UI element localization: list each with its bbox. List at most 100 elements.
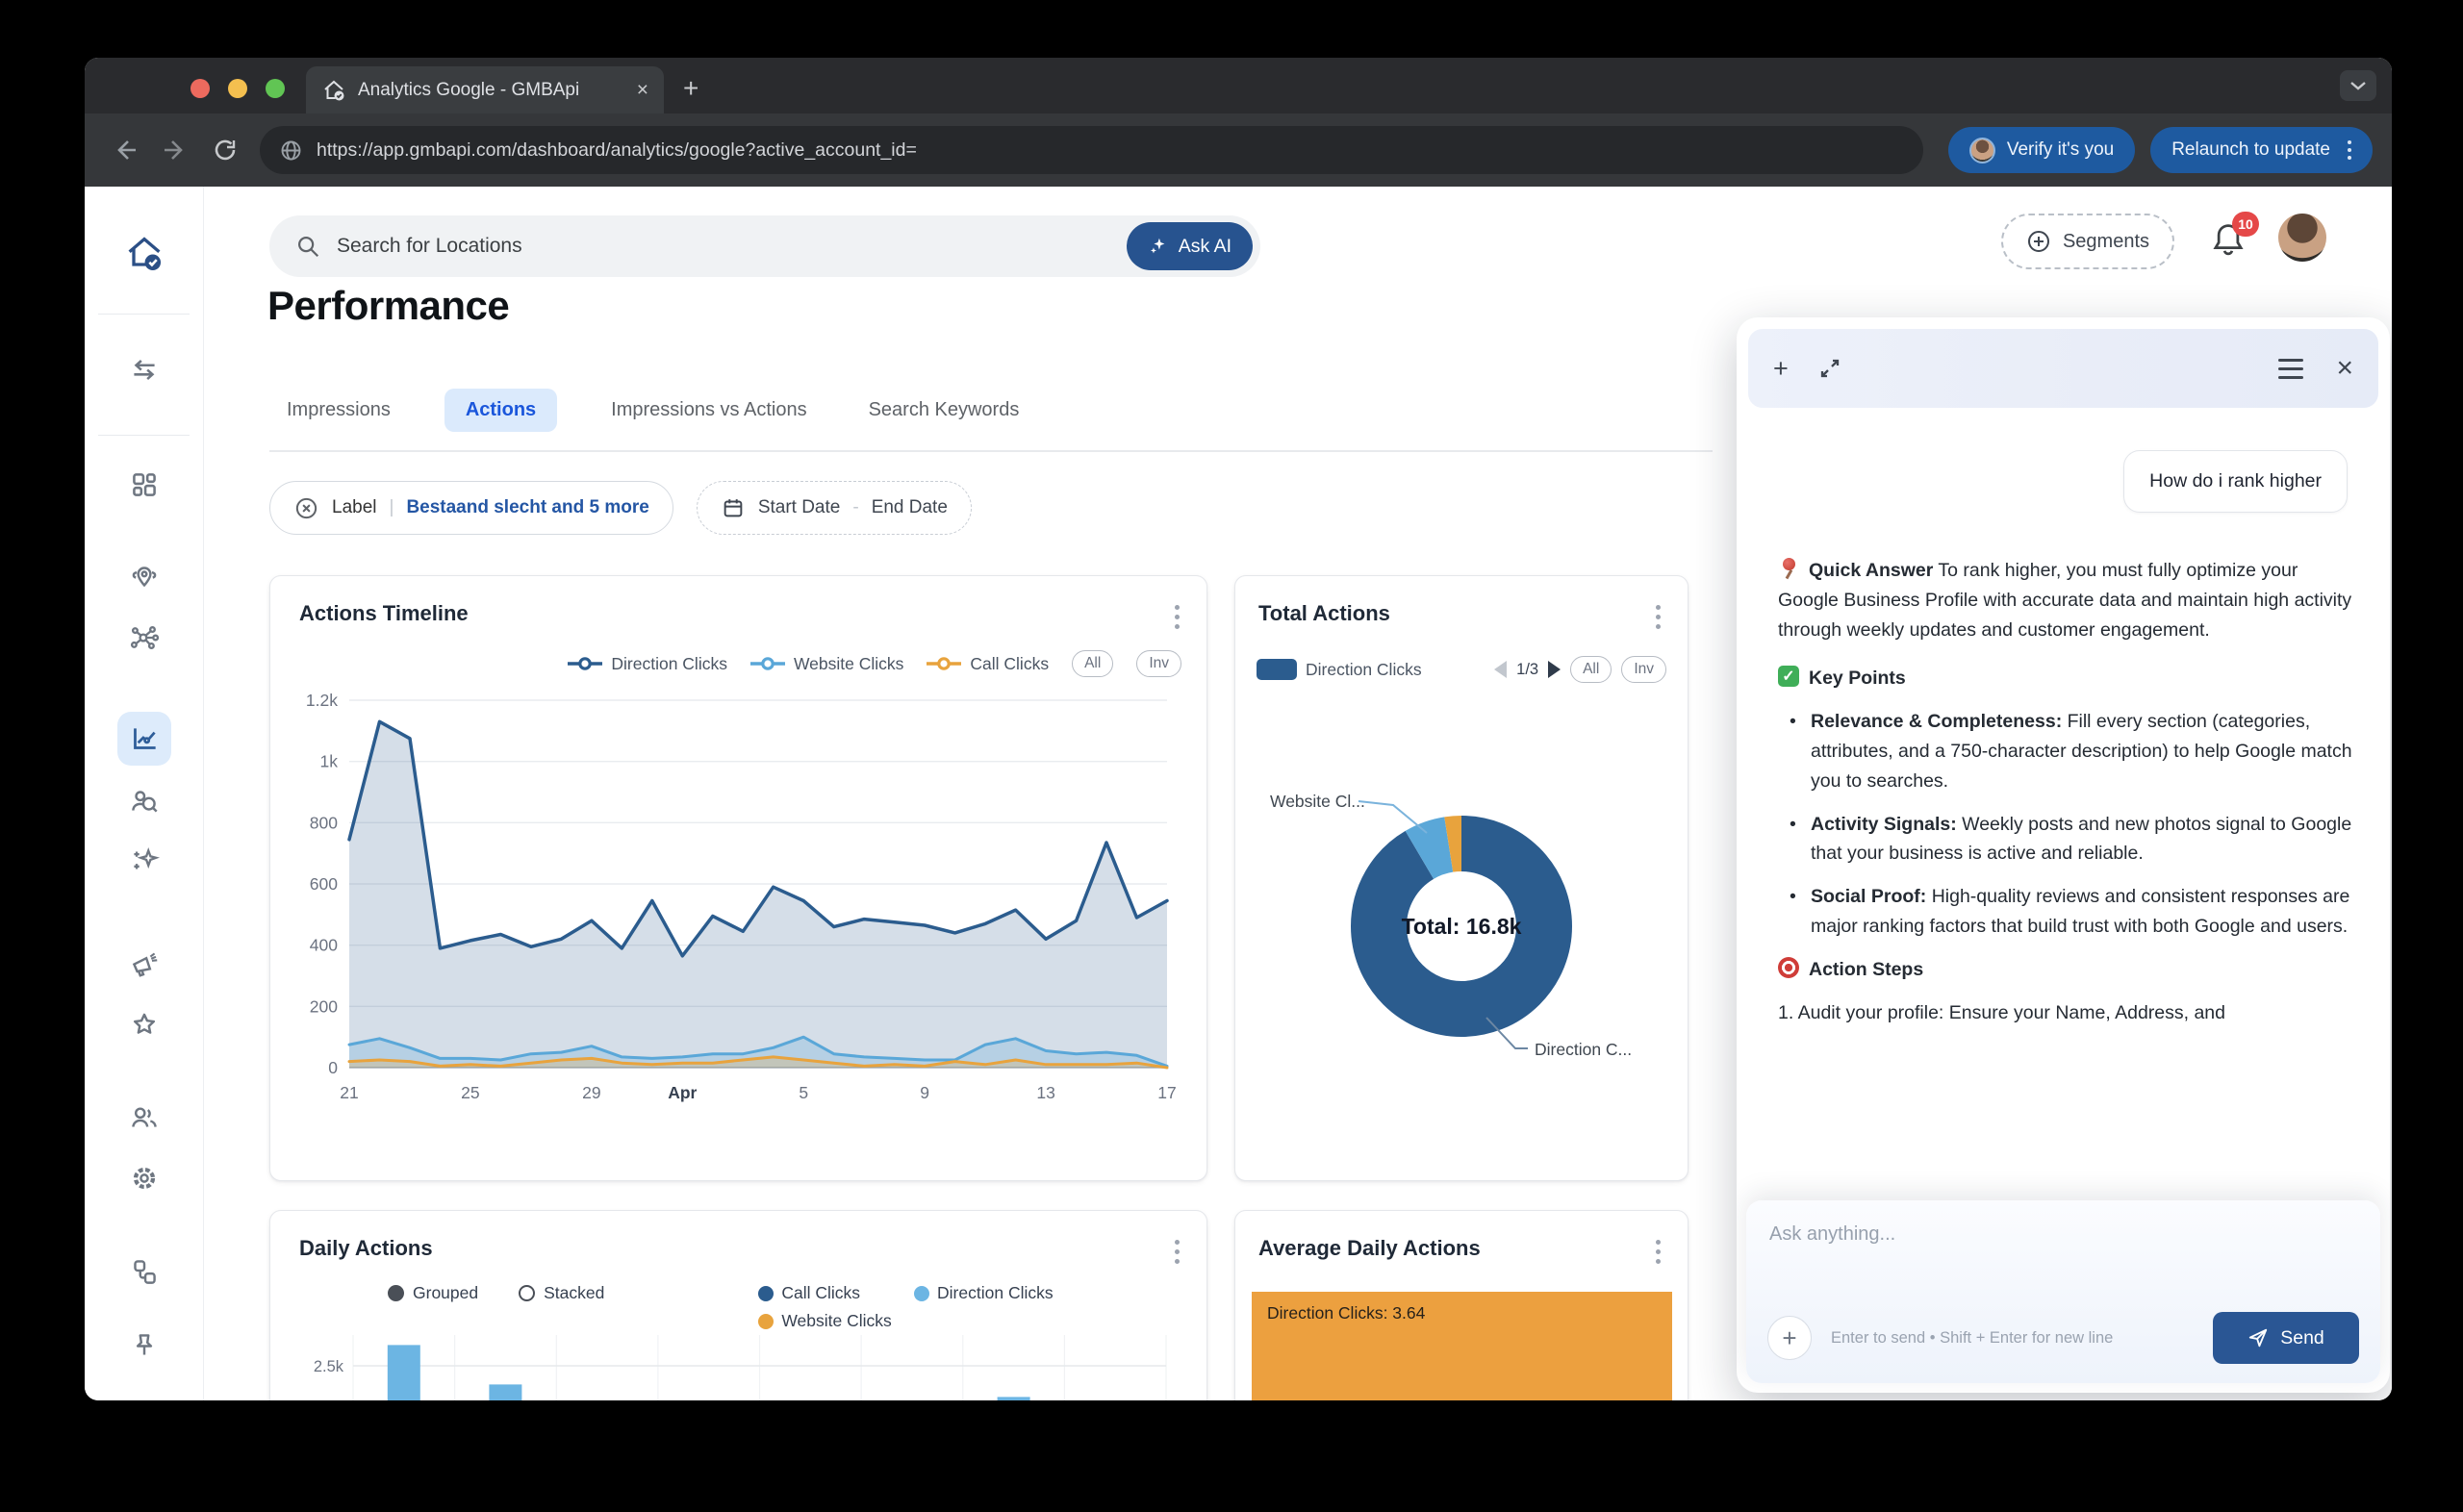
tab-impressions-vs-actions[interactable]: Impressions vs Actions <box>611 398 807 420</box>
sidebar-item-audience-search[interactable] <box>117 774 171 828</box>
average-daily-actions-title: Average Daily Actions <box>1258 1236 1481 1260</box>
sidebar-item-dashboard[interactable] <box>117 458 171 512</box>
chat-block: 1. Audit your profile: Ensure your Name,… <box>1778 1001 2226 1023</box>
reload-button[interactable] <box>204 129 246 171</box>
sidebar-item-analytics[interactable] <box>116 712 171 766</box>
window-chevron-button[interactable] <box>2340 70 2376 101</box>
prev-series-icon[interactable] <box>1494 661 1508 678</box>
new-tab-button[interactable]: + <box>683 73 699 103</box>
send-button[interactable]: Send <box>2213 1312 2359 1364</box>
minimize-window-button[interactable] <box>228 79 247 98</box>
segments-button[interactable]: Segments <box>2001 214 2174 269</box>
treemap-block-label: Direction Clicks: 3.64 <box>1267 1303 1426 1323</box>
bar <box>489 1384 522 1400</box>
card-menu-kebab-icon[interactable] <box>1650 601 1666 633</box>
chat-input[interactable] <box>1769 1223 2357 1281</box>
legend-call-clicks[interactable]: Call Clicks <box>927 654 1049 674</box>
chrome-menu-kebab-icon[interactable] <box>2348 140 2351 160</box>
tab-impressions[interactable]: Impressions <box>287 398 391 420</box>
total-actions-card: Total Actions Direction Clicks 1/3 All I… <box>1234 575 1689 1181</box>
total-inv-button[interactable]: Inv <box>1621 656 1666 683</box>
back-button[interactable] <box>104 129 146 171</box>
attach-button[interactable]: + <box>1767 1316 1812 1360</box>
sidebar-item-reviews[interactable] <box>117 997 171 1051</box>
donut-chart-svg: Website Cl... Direction C... Total: 16.8k <box>1270 792 1632 1059</box>
sidebar-item-settings[interactable] <box>117 1151 171 1205</box>
verify-its-you-button[interactable]: Verify it's you <box>1947 127 2136 173</box>
sidebar-item-ai-sparkles[interactable] <box>117 834 171 888</box>
bar <box>387 1345 420 1400</box>
svg-text:9: 9 <box>920 1083 929 1102</box>
donut-total-label: Total: 16.8k <box>1402 914 1522 939</box>
svg-text:17: 17 <box>1157 1083 1176 1102</box>
chat-menu-icon[interactable] <box>2278 358 2304 379</box>
sidebar-item-locations[interactable] <box>117 550 171 604</box>
notifications-button[interactable]: 10 <box>2207 212 2259 265</box>
legend-website-clicks[interactable]: Website Clicks <box>758 1311 892 1331</box>
forward-arrow-icon <box>165 140 183 160</box>
timeline-inv-button[interactable]: Inv <box>1136 650 1181 677</box>
browser-tab[interactable]: Analytics Google - GMBApi × <box>306 66 664 113</box>
clear-filter-icon[interactable] <box>293 495 319 521</box>
legend-direction-clicks[interactable]: Direction Clicks <box>914 1283 1054 1303</box>
next-series-icon[interactable] <box>1548 661 1562 678</box>
tab-favicon-home-icon <box>321 78 346 103</box>
forward-button[interactable] <box>154 129 196 171</box>
label-filter-chip[interactable]: Label | Bestaand slecht and 5 more <box>269 481 673 535</box>
treemap-direction-clicks-block[interactable]: Direction Clicks: 3.64 <box>1252 1292 1672 1400</box>
search-input[interactable] <box>337 235 1111 258</box>
grouped-radio[interactable]: Grouped <box>388 1283 478 1303</box>
check-emoji-icon <box>1778 666 1799 688</box>
tab-actions[interactable]: Actions <box>444 388 558 432</box>
window-controls <box>190 79 285 98</box>
total-all-button[interactable]: All <box>1570 656 1612 683</box>
legend-website-clicks[interactable]: Website Clicks <box>749 654 903 674</box>
card-menu-kebab-icon[interactable] <box>1169 1236 1185 1268</box>
chat-input-panel: + Enter to send • Shift + Enter for new … <box>1746 1200 2380 1383</box>
date-range-chip[interactable]: Start Date - End Date <box>696 481 972 535</box>
svg-text:800: 800 <box>310 813 338 832</box>
sidebar-item-transfer[interactable] <box>117 342 171 396</box>
end-date-label: End Date <box>871 497 948 517</box>
card-menu-kebab-icon[interactable] <box>1650 1236 1666 1268</box>
sidebar-item-integrations[interactable] <box>117 1245 171 1298</box>
legend-direction-clicks[interactable]: Direction Clicks <box>568 654 727 674</box>
user-avatar[interactable] <box>2278 214 2326 262</box>
new-chat-button[interactable]: + <box>1773 353 1789 383</box>
chat-block: • Relevance & Completeness: Fill every se… <box>1778 707 2353 795</box>
ask-ai-button[interactable]: Ask AI <box>1126 222 1253 270</box>
legend-direction-clicks[interactable]: Direction Clicks <box>1257 659 1422 680</box>
sidebar-item-pinned[interactable] <box>117 1319 171 1373</box>
main-content: Ask AI Segments 10 Performance Impress <box>204 187 2392 1400</box>
maximize-window-button[interactable] <box>266 79 285 98</box>
svg-text:0: 0 <box>328 1058 338 1077</box>
close-window-button[interactable] <box>190 79 210 98</box>
url-text: https://app.gmbapi.com/dashboard/analyti… <box>317 139 917 161</box>
location-search: Ask AI <box>269 215 1260 277</box>
chat-header: + × <box>1748 329 2378 408</box>
svg-text:Apr: Apr <box>668 1083 697 1102</box>
expand-panel-button[interactable] <box>1817 356 1842 381</box>
filter-row: Label | Bestaand slecht and 5 more Start… <box>269 481 972 535</box>
sidebar-item-network[interactable] <box>117 611 171 665</box>
tab-close-icon[interactable]: × <box>636 78 648 101</box>
tab-search-keywords[interactable]: Search Keywords <box>868 398 1020 420</box>
plus-circle-icon <box>2027 231 2049 252</box>
timeline-all-button[interactable]: All <box>1072 650 1114 677</box>
close-chat-icon[interactable]: × <box>2336 352 2353 384</box>
relaunch-label: Relaunch to update <box>2171 139 2330 160</box>
sidebar-item-users[interactable] <box>117 1091 171 1145</box>
sidebar-logo-home[interactable] <box>117 227 171 281</box>
stacked-radio[interactable]: Stacked <box>519 1283 604 1303</box>
legend-call-clicks[interactable]: Call Clicks <box>758 1283 860 1303</box>
line-marker-icon <box>749 657 785 670</box>
notification-badge: 10 <box>2232 212 2259 237</box>
browser-toolbar: https://app.gmbapi.com/dashboard/analyti… <box>85 113 2392 187</box>
address-bar[interactable]: https://app.gmbapi.com/dashboard/analyti… <box>260 126 1923 174</box>
label-chip-value: Bestaand slecht and 5 more <box>406 497 649 517</box>
dot-icon <box>758 1313 774 1329</box>
card-menu-kebab-icon[interactable] <box>1169 601 1185 633</box>
sidebar-item-announcements[interactable] <box>117 937 171 991</box>
pin-emoji-icon <box>1778 558 1799 579</box>
relaunch-to-update-button[interactable]: Relaunch to update <box>2150 127 2373 173</box>
